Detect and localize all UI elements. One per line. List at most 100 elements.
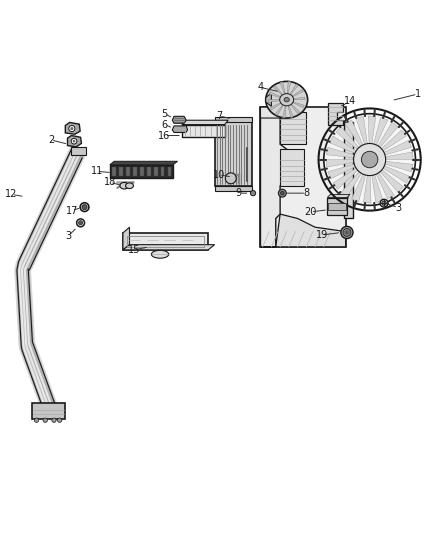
Polygon shape	[374, 117, 388, 145]
Polygon shape	[356, 116, 367, 144]
Ellipse shape	[82, 205, 87, 210]
Text: 2: 2	[48, 135, 54, 145]
Ellipse shape	[281, 191, 284, 195]
Ellipse shape	[71, 139, 77, 144]
Polygon shape	[376, 173, 394, 199]
Text: 8: 8	[303, 188, 309, 198]
Polygon shape	[123, 245, 215, 250]
Text: 5: 5	[161, 109, 168, 119]
Polygon shape	[293, 102, 304, 108]
Bar	[140, 166, 144, 176]
Bar	[126, 166, 130, 176]
Polygon shape	[336, 127, 359, 149]
Polygon shape	[291, 104, 300, 114]
Polygon shape	[326, 159, 354, 167]
Text: 6: 6	[161, 119, 167, 130]
Ellipse shape	[77, 219, 85, 227]
Ellipse shape	[71, 127, 74, 130]
Polygon shape	[287, 82, 291, 93]
Text: 3: 3	[65, 231, 71, 241]
Polygon shape	[385, 161, 413, 172]
Text: 3: 3	[395, 203, 401, 213]
Polygon shape	[123, 233, 208, 250]
Text: 9: 9	[236, 188, 242, 198]
Text: 16: 16	[158, 131, 170, 141]
Ellipse shape	[280, 94, 293, 106]
Ellipse shape	[353, 143, 386, 175]
Bar	[113, 166, 116, 176]
Polygon shape	[182, 120, 228, 125]
Bar	[215, 123, 252, 185]
Bar	[182, 125, 225, 137]
Ellipse shape	[284, 98, 289, 102]
Polygon shape	[110, 161, 177, 165]
Ellipse shape	[73, 140, 75, 142]
Polygon shape	[288, 106, 293, 118]
Text: 15: 15	[127, 245, 140, 255]
Ellipse shape	[345, 231, 349, 234]
Ellipse shape	[120, 182, 129, 189]
Text: 20: 20	[304, 207, 317, 217]
Polygon shape	[364, 175, 371, 203]
Ellipse shape	[382, 201, 386, 205]
Bar	[328, 203, 346, 210]
Ellipse shape	[43, 418, 47, 422]
Ellipse shape	[225, 173, 236, 184]
Bar	[280, 149, 304, 185]
Polygon shape	[268, 100, 280, 102]
Polygon shape	[384, 140, 411, 155]
Polygon shape	[380, 169, 403, 192]
Ellipse shape	[126, 183, 134, 189]
Polygon shape	[326, 147, 354, 158]
Bar	[110, 165, 173, 178]
Ellipse shape	[380, 199, 388, 207]
Polygon shape	[290, 84, 298, 94]
Polygon shape	[372, 175, 383, 203]
Ellipse shape	[341, 227, 353, 239]
Text: 14: 14	[344, 96, 356, 107]
Polygon shape	[172, 116, 186, 123]
Ellipse shape	[324, 114, 416, 205]
Bar	[215, 185, 252, 191]
Polygon shape	[270, 103, 281, 110]
Polygon shape	[352, 174, 366, 201]
Bar	[344, 123, 353, 219]
Polygon shape	[333, 168, 358, 189]
Bar	[32, 403, 65, 419]
Polygon shape	[293, 90, 303, 96]
Bar	[261, 107, 346, 247]
Polygon shape	[283, 107, 286, 118]
Bar	[327, 198, 347, 215]
Bar	[280, 111, 306, 144]
Bar	[215, 117, 252, 123]
Polygon shape	[266, 93, 272, 106]
Ellipse shape	[279, 189, 286, 197]
Ellipse shape	[57, 418, 62, 422]
Bar	[161, 166, 165, 176]
Polygon shape	[341, 172, 361, 197]
Polygon shape	[383, 166, 410, 183]
Text: 18: 18	[104, 177, 116, 187]
Bar	[133, 166, 137, 176]
Bar	[168, 166, 171, 176]
Text: 12: 12	[5, 189, 18, 199]
Ellipse shape	[151, 251, 169, 258]
Polygon shape	[293, 97, 305, 100]
Ellipse shape	[251, 190, 256, 196]
Ellipse shape	[69, 125, 75, 132]
Text: 7: 7	[216, 111, 222, 121]
Polygon shape	[385, 152, 413, 159]
Polygon shape	[327, 195, 350, 198]
Text: 19: 19	[315, 230, 328, 240]
Polygon shape	[328, 164, 355, 179]
Polygon shape	[280, 82, 285, 93]
Polygon shape	[345, 120, 363, 147]
Polygon shape	[368, 116, 376, 144]
Ellipse shape	[34, 418, 39, 422]
Polygon shape	[378, 122, 398, 148]
Polygon shape	[261, 107, 289, 247]
Bar	[127, 236, 204, 247]
Text: 17: 17	[66, 206, 78, 216]
Polygon shape	[65, 123, 80, 134]
Text: 11: 11	[91, 166, 103, 176]
